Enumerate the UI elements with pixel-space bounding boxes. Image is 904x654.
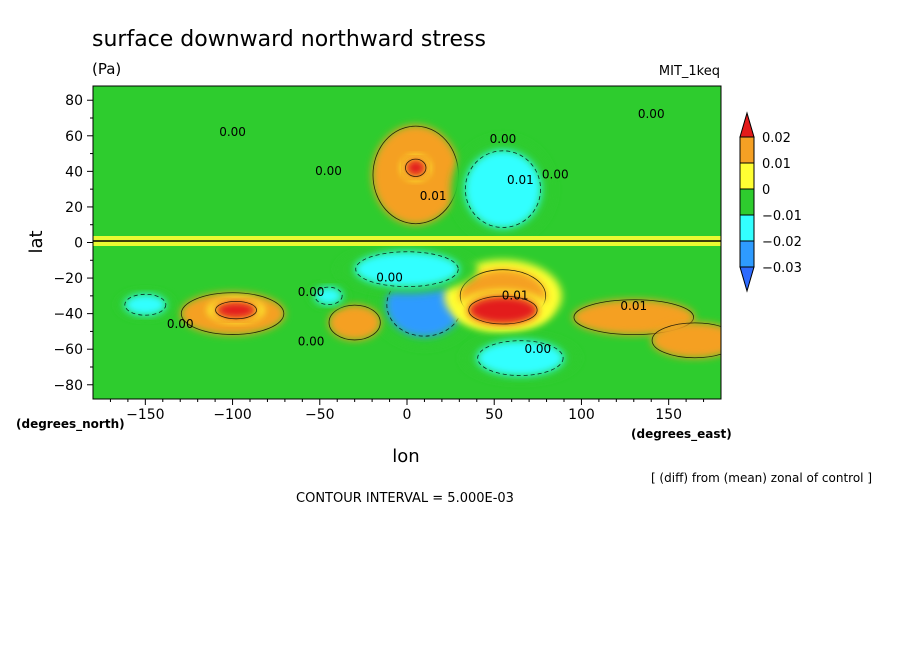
colorbar-label: −0.02 — [762, 235, 802, 250]
colorbar-label: −0.03 — [762, 261, 802, 276]
contour-label: 0.00 — [376, 271, 403, 285]
contour-label: 0.00 — [315, 164, 342, 178]
x-tick-label: 0 — [403, 407, 412, 423]
field-positive-7 — [651, 322, 721, 359]
colorbar-segment — [739, 188, 755, 216]
y-tick-label: −60 — [53, 342, 83, 358]
contour-label: 0.00 — [298, 335, 325, 349]
contour-label: 0.00 — [167, 317, 194, 331]
y-tick-label: 0 — [74, 236, 83, 252]
x-tick-label: −100 — [213, 407, 251, 423]
field-negative-8 — [461, 334, 580, 383]
contour-label: 0.00 — [219, 125, 246, 139]
y-tick-label: 40 — [65, 164, 83, 180]
y-units-label: (degrees_north) — [16, 417, 125, 432]
field-negative-11 — [117, 290, 174, 320]
y-tick-label: −80 — [53, 378, 83, 394]
y-tick-label: 20 — [65, 200, 83, 216]
x-axis-label: lon — [392, 446, 419, 467]
x-units-label: (degrees_east) — [631, 427, 732, 442]
contour-interval-note: CONTOUR INTERVAL = 5.000E-03 — [296, 491, 514, 506]
contour-label: 0.00 — [490, 132, 517, 146]
x-tick-label: 150 — [655, 407, 682, 423]
x-tick-label: −50 — [305, 407, 335, 423]
field-negative-13 — [309, 283, 348, 308]
colorbar-label: 0.02 — [762, 131, 791, 146]
x-tick-label: 50 — [485, 407, 503, 423]
contour-label: 0.01 — [507, 173, 534, 187]
x-tick-label: 100 — [568, 407, 595, 423]
units-label: (Pa) — [92, 60, 121, 78]
colorbar-segment — [739, 240, 755, 268]
field-positive-9 — [455, 290, 551, 330]
x-tick-label: −150 — [126, 407, 164, 423]
colorbar-segment — [739, 214, 755, 242]
field-positive-14 — [401, 155, 430, 180]
colorbar-top-arrow — [739, 111, 755, 138]
y-tick-label: −20 — [53, 271, 83, 287]
y-tick-label: −40 — [53, 307, 83, 323]
contour-label: 0.00 — [542, 167, 569, 181]
field-positive-5 — [572, 299, 695, 336]
contour-label: 0.00 — [298, 285, 325, 299]
y-tick-label: 60 — [65, 129, 83, 145]
y-tick-label: 80 — [65, 93, 83, 109]
equator-band — [93, 236, 721, 246]
field-positive-10 — [328, 304, 381, 341]
contour-label: 0.00 — [638, 107, 665, 121]
colorbar-label: −0.01 — [762, 209, 802, 224]
field-positive-12 — [207, 298, 265, 323]
colorbar-bottom-arrow — [739, 266, 755, 293]
diff-note: [ (diff) from (mean) zonal of control ] — [651, 471, 872, 485]
y-axis-label: lat — [26, 230, 47, 253]
colorbar: 0.02 0.01 0 −0.01 −0.02 −0.03 — [739, 111, 802, 293]
field-negative-1 — [451, 136, 555, 242]
colorbar-segment — [739, 162, 755, 190]
dataset-label: MIT_1keq — [659, 64, 720, 79]
chart-title: surface downward northward stress — [92, 27, 486, 52]
colorbar-label: 0.01 — [762, 157, 791, 172]
contour-label: 0.01 — [620, 299, 647, 313]
colorbar-label: 0 — [762, 183, 770, 198]
contour-label: 0.01 — [420, 189, 447, 203]
contour-label: 0.01 — [502, 288, 529, 302]
colorbar-segment — [739, 136, 755, 164]
contour-label: 0.00 — [524, 342, 551, 356]
field-negative-6 — [336, 245, 478, 294]
